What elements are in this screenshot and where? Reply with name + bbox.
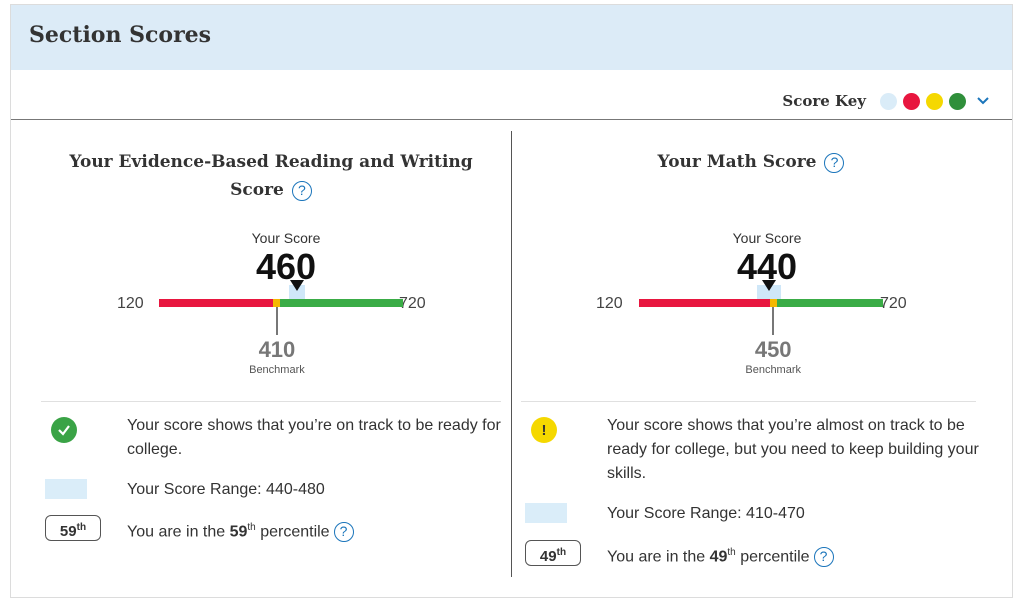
percentile-value: 49 (709, 548, 728, 566)
math-title-text: Your Math Score (657, 152, 817, 172)
scale-min: 120 (117, 295, 144, 312)
help-icon[interactable]: ? (813, 547, 834, 568)
percentile-text: You are in the 49th percentile? (607, 541, 987, 569)
percentile-badge-value: 59 (59, 523, 77, 540)
percentile-badge: 49th (525, 540, 581, 566)
benchmark-value: 450 (754, 337, 792, 362)
score-pointer (762, 280, 777, 291)
card-header: Section Scores (11, 5, 1012, 70)
percentile-word: percentile (740, 548, 810, 566)
benchmark-line (275, 307, 278, 335)
percentile-prefix: You are in the (127, 523, 226, 541)
percentile-suffix: th (727, 547, 736, 558)
your-score-label: Your Score (732, 230, 802, 246)
separator (41, 401, 501, 402)
percentile-badge-suffix: th (76, 522, 87, 533)
score-range-text: Your Score Range: 410-470 (607, 505, 805, 522)
math-score-panel: Your Math Score? Your Score 440 120 720 … (521, 120, 981, 590)
score-key-dot-green (949, 92, 966, 110)
scale-min: 120 (596, 295, 623, 312)
math-title: Your Math Score? (521, 148, 981, 176)
bar-near-benchmark (273, 299, 281, 307)
your-score-label: Your Score (251, 230, 321, 246)
chevron-down-icon[interactable] (976, 94, 990, 108)
percentile-word: percentile (260, 523, 330, 541)
percentile-prefix: You are in the (607, 548, 706, 566)
separator (521, 401, 976, 402)
bar-above-benchmark (280, 299, 403, 307)
help-icon[interactable]: ? (291, 180, 312, 201)
status-message: Your score shows that you’re almost on t… (607, 417, 979, 482)
score-range-swatch (525, 503, 567, 523)
score-key-label: Score Key (782, 92, 866, 110)
ebrw-title-line2: Score (230, 180, 284, 200)
score-range-swatch (45, 479, 87, 499)
scale-max: 720 (880, 295, 907, 312)
benchmark-label: Benchmark (249, 364, 305, 376)
benchmark-value: 410 (258, 337, 296, 362)
help-icon[interactable]: ? (333, 522, 354, 543)
bar-near-benchmark (769, 299, 777, 307)
score-value: 460 (255, 246, 317, 287)
percentile-suffix: th (247, 522, 256, 533)
ebrw-gauge: Your Score 460 120 720 410 Benchmark (41, 230, 501, 400)
math-gauge: Your Score 440 120 720 450 Benchmark (521, 230, 981, 400)
benchmark-label: Benchmark (745, 364, 802, 376)
ebrw-title: Your Evidence-Based Reading and Writing … (41, 148, 501, 204)
score-key-toggle[interactable]: Score Key (782, 92, 990, 110)
percentile-text: You are in the 59th percentile? (127, 516, 507, 544)
benchmark-line (772, 307, 775, 335)
percentile-badge-value: 49 (539, 548, 557, 565)
score-key-row: Score Key (11, 70, 1012, 120)
score-key-dot-red (903, 92, 920, 110)
page-title: Section Scores (29, 22, 212, 48)
status-message: Your score shows that you’re on track to… (127, 417, 501, 458)
score-range-text: Your Score Range: 440-480 (127, 481, 325, 498)
bar-below-benchmark (159, 299, 274, 307)
ebrw-title-line1: Your Evidence-Based Reading and Writing (69, 152, 473, 172)
score-key-dot-range (880, 92, 897, 110)
score-pointer (290, 280, 305, 291)
column-divider (511, 131, 512, 577)
percentile-badge: 59th (45, 515, 101, 541)
check-icon (51, 417, 77, 443)
scale-max: 720 (399, 295, 426, 312)
percentile-value: 59 (229, 523, 248, 541)
section-scores-card: Section Scores Score Key Your Evidence-B… (10, 4, 1013, 598)
score-key-dot-yellow (926, 92, 943, 110)
bar-below-benchmark (639, 299, 770, 307)
exclamation-icon: ! (531, 417, 557, 443)
help-icon[interactable]: ? (824, 152, 845, 173)
percentile-badge-suffix: th (556, 547, 567, 558)
ebrw-score-panel: Your Evidence-Based Reading and Writing … (41, 120, 501, 590)
bar-above-benchmark (776, 299, 883, 307)
